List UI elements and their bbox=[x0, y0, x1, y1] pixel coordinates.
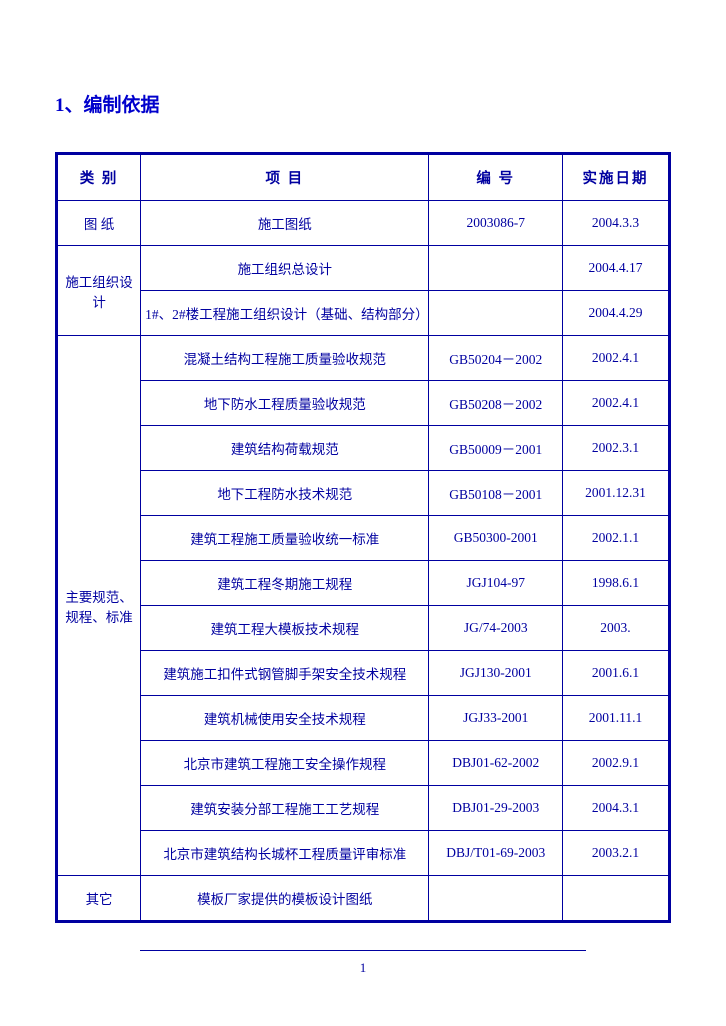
cell-code bbox=[429, 876, 562, 922]
cell-category: 主要规范、规程、标准 bbox=[57, 336, 141, 876]
cell-code bbox=[429, 246, 562, 291]
cell-date: 2004.3.3 bbox=[562, 201, 669, 246]
cell-code: DBJ01-29-2003 bbox=[429, 786, 562, 831]
table-row: 建筑结构荷载规范GB50009－20012002.3.1 bbox=[57, 426, 670, 471]
footer-rule bbox=[140, 950, 586, 951]
cell-date: 2004.3.1 bbox=[562, 786, 669, 831]
table-row: 主要规范、规程、标准混凝土结构工程施工质量验收规范GB50204－2002200… bbox=[57, 336, 670, 381]
cell-item: 建筑施工扣件式钢管脚手架安全技术规程 bbox=[141, 651, 429, 696]
cell-date: 2002.4.1 bbox=[562, 381, 669, 426]
cell-code: JGJ130-2001 bbox=[429, 651, 562, 696]
table-row: 其它模板厂家提供的模板设计图纸 bbox=[57, 876, 670, 922]
cell-code: JG/74-2003 bbox=[429, 606, 562, 651]
document-page: 1、编制依据 类 别 项 目 编 号 实施日期 图 纸施工图纸2003086-7… bbox=[0, 0, 726, 1026]
table-body: 图 纸施工图纸2003086-72004.3.3施工组织设计施工组织总设计200… bbox=[57, 201, 670, 922]
table-row: 1#、2#楼工程施工组织设计（基础、结构部分） 2004.4.29 bbox=[57, 291, 670, 336]
cell-code: JGJ104-97 bbox=[429, 561, 562, 606]
col-header-category: 类 别 bbox=[57, 154, 141, 201]
cell-item: 建筑工程大模板技术规程 bbox=[141, 606, 429, 651]
table-row: 施工组织设计施工组织总设计2004.4.17 bbox=[57, 246, 670, 291]
basis-table: 类 别 项 目 编 号 实施日期 图 纸施工图纸2003086-72004.3.… bbox=[55, 152, 671, 923]
cell-item: 建筑机械使用安全技术规程 bbox=[141, 696, 429, 741]
col-header-code: 编 号 bbox=[429, 154, 562, 201]
cell-code: DBJ01-62-2002 bbox=[429, 741, 562, 786]
table-row: 建筑工程大模板技术规程JG/74-20032003. bbox=[57, 606, 670, 651]
cell-code: GB50300-2001 bbox=[429, 516, 562, 561]
cell-date: 2002.1.1 bbox=[562, 516, 669, 561]
cell-category: 其它 bbox=[57, 876, 141, 922]
cell-code: GB50108－2001 bbox=[429, 471, 562, 516]
cell-code: GB50208－2002 bbox=[429, 381, 562, 426]
cell-date: 2004.4.17 bbox=[562, 246, 669, 291]
section-heading: 1、编制依据 bbox=[55, 90, 671, 117]
cell-code: DBJ/T01-69-2003 bbox=[429, 831, 562, 876]
cell-date: 2002.3.1 bbox=[562, 426, 669, 471]
cell-code: JGJ33-2001 bbox=[429, 696, 562, 741]
cell-date bbox=[562, 876, 669, 922]
cell-code bbox=[429, 291, 562, 336]
cell-item: 建筑工程冬期施工规程 bbox=[141, 561, 429, 606]
cell-item: 地下工程防水技术规范 bbox=[141, 471, 429, 516]
cell-item: 模板厂家提供的模板设计图纸 bbox=[141, 876, 429, 922]
table-row: 图 纸施工图纸2003086-72004.3.3 bbox=[57, 201, 670, 246]
cell-item: 北京市建筑结构长城杯工程质量评审标准 bbox=[141, 831, 429, 876]
cell-date: 2004.4.29 bbox=[562, 291, 669, 336]
cell-item: 建筑工程施工质量验收统一标准 bbox=[141, 516, 429, 561]
cell-code: GB50204－2002 bbox=[429, 336, 562, 381]
cell-date: 2003. bbox=[562, 606, 669, 651]
table-row: 地下工程防水技术规范GB50108－20012001.12.31 bbox=[57, 471, 670, 516]
cell-item: 1#、2#楼工程施工组织设计（基础、结构部分） bbox=[141, 291, 429, 336]
page-number: 1 bbox=[0, 960, 726, 976]
table-row: 建筑安装分部工程施工工艺规程DBJ01-29-20032004.3.1 bbox=[57, 786, 670, 831]
table-row: 地下防水工程质量验收规范GB50208－20022002.4.1 bbox=[57, 381, 670, 426]
table-row: 北京市建筑结构长城杯工程质量评审标准DBJ/T01-69-20032003.2.… bbox=[57, 831, 670, 876]
cell-date: 1998.6.1 bbox=[562, 561, 669, 606]
cell-code: GB50009－2001 bbox=[429, 426, 562, 471]
table-row: 建筑工程冬期施工规程JGJ104-971998.6.1 bbox=[57, 561, 670, 606]
col-header-date: 实施日期 bbox=[562, 154, 669, 201]
cell-category: 图 纸 bbox=[57, 201, 141, 246]
col-header-item: 项 目 bbox=[141, 154, 429, 201]
cell-date: 2003.2.1 bbox=[562, 831, 669, 876]
cell-item: 建筑安装分部工程施工工艺规程 bbox=[141, 786, 429, 831]
cell-category: 施工组织设计 bbox=[57, 246, 141, 336]
cell-date: 2001.6.1 bbox=[562, 651, 669, 696]
cell-item: 地下防水工程质量验收规范 bbox=[141, 381, 429, 426]
cell-code: 2003086-7 bbox=[429, 201, 562, 246]
table-row: 建筑机械使用安全技术规程JGJ33-20012001.11.1 bbox=[57, 696, 670, 741]
cell-item: 北京市建筑工程施工安全操作规程 bbox=[141, 741, 429, 786]
cell-item: 建筑结构荷载规范 bbox=[141, 426, 429, 471]
cell-item: 施工组织总设计 bbox=[141, 246, 429, 291]
cell-date: 2002.4.1 bbox=[562, 336, 669, 381]
cell-item: 混凝土结构工程施工质量验收规范 bbox=[141, 336, 429, 381]
table-header-row: 类 别 项 目 编 号 实施日期 bbox=[57, 154, 670, 201]
table-row: 北京市建筑工程施工安全操作规程DBJ01-62-20022002.9.1 bbox=[57, 741, 670, 786]
cell-date: 2001.11.1 bbox=[562, 696, 669, 741]
table-row: 建筑施工扣件式钢管脚手架安全技术规程JGJ130-20012001.6.1 bbox=[57, 651, 670, 696]
table-row: 建筑工程施工质量验收统一标准GB50300-20012002.1.1 bbox=[57, 516, 670, 561]
cell-date: 2002.9.1 bbox=[562, 741, 669, 786]
cell-date: 2001.12.31 bbox=[562, 471, 669, 516]
cell-item: 施工图纸 bbox=[141, 201, 429, 246]
